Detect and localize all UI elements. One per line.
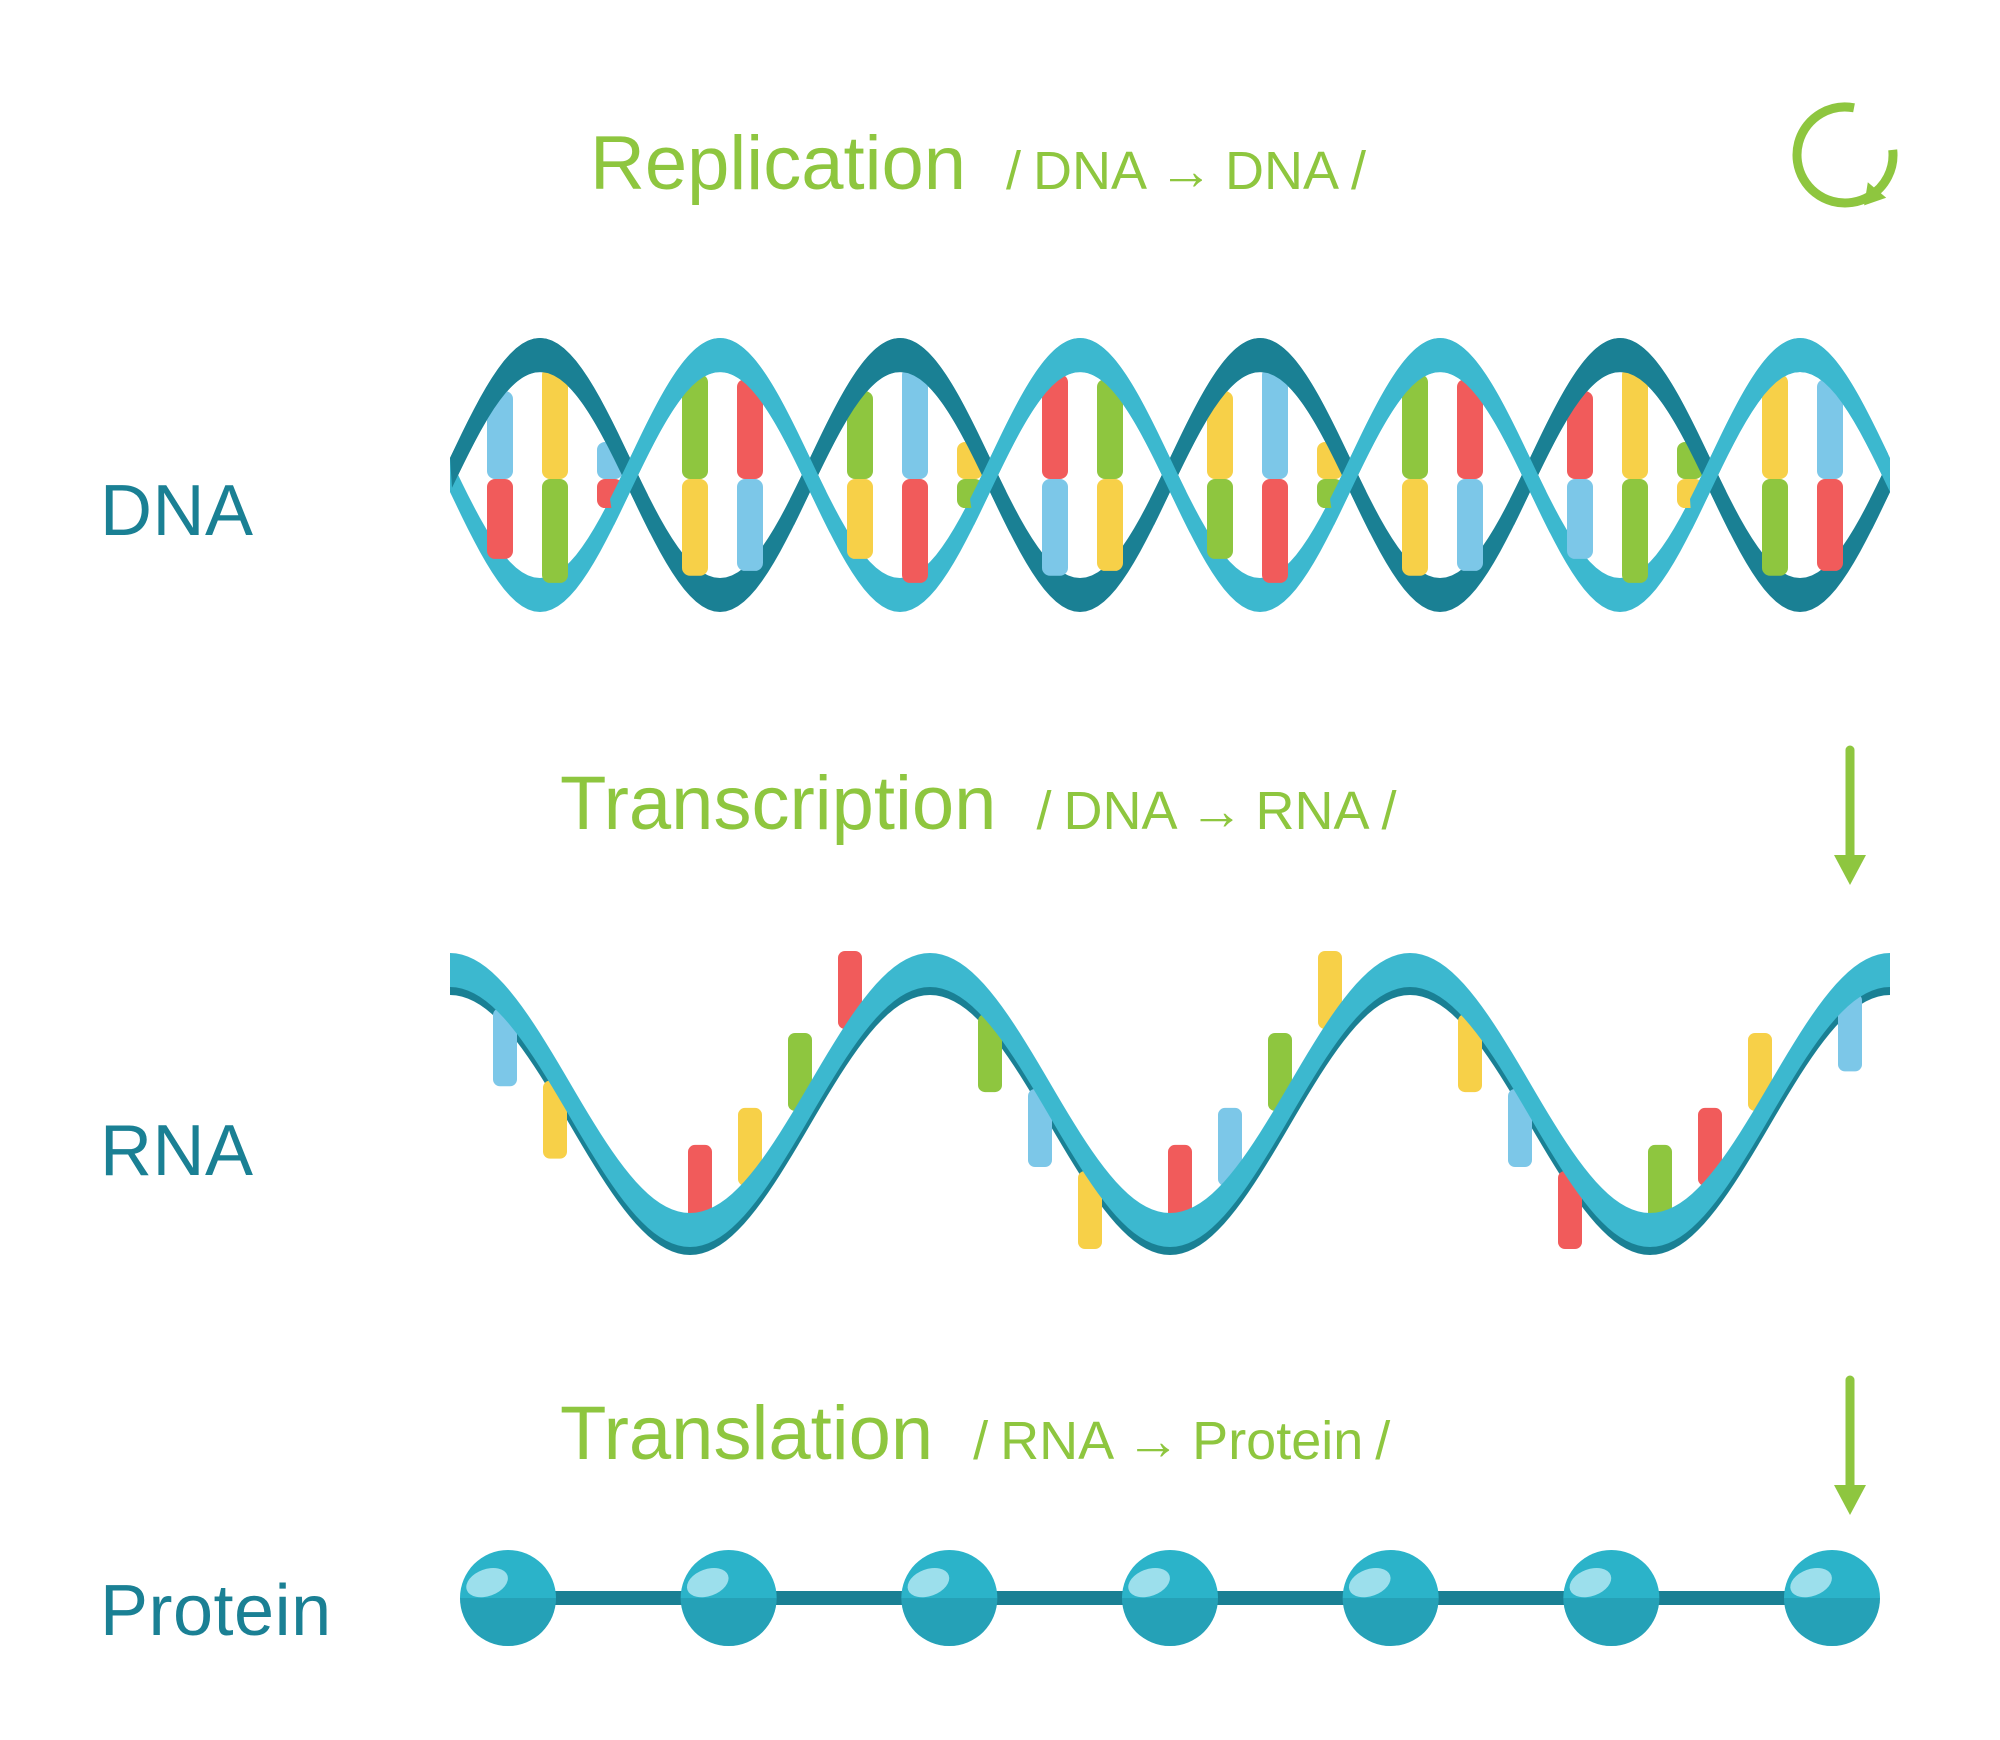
translation-label: Translation /RNA → Protein/ bbox=[560, 1390, 1390, 1477]
rna-label: RNA bbox=[100, 1110, 254, 1192]
rna-strand bbox=[450, 940, 1890, 1260]
translation-title: Translation bbox=[560, 1390, 933, 1477]
transcription-title: Transcription bbox=[560, 760, 996, 847]
arrow-right-icon: → bbox=[1159, 140, 1213, 202]
dna-label: DNA bbox=[100, 470, 254, 552]
translation-sub: /RNA → Protein/ bbox=[973, 1410, 1390, 1472]
replication-title: Replication bbox=[590, 120, 966, 207]
arrow-right-icon: → bbox=[1126, 1410, 1180, 1472]
dna-helix bbox=[450, 310, 1890, 640]
protein-chain bbox=[460, 1540, 1880, 1656]
transcription-sub: /DNA → RNA/ bbox=[1036, 780, 1396, 842]
protein-label: Protein bbox=[100, 1570, 332, 1652]
replication-sub: /DNA → DNA/ bbox=[1006, 140, 1366, 202]
replication-label: Replication /DNA → DNA/ bbox=[590, 120, 1366, 207]
down-arrow-icon bbox=[1820, 740, 1880, 890]
arrow-right-icon: → bbox=[1189, 780, 1243, 842]
cycle-arrow-icon bbox=[1780, 90, 1910, 220]
transcription-label: Transcription /DNA → RNA/ bbox=[560, 760, 1397, 847]
down-arrow-icon bbox=[1820, 1370, 1880, 1520]
